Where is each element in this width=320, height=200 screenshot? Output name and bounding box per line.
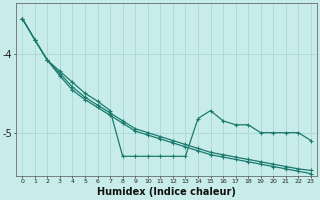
X-axis label: Humidex (Indice chaleur): Humidex (Indice chaleur) xyxy=(97,187,236,197)
